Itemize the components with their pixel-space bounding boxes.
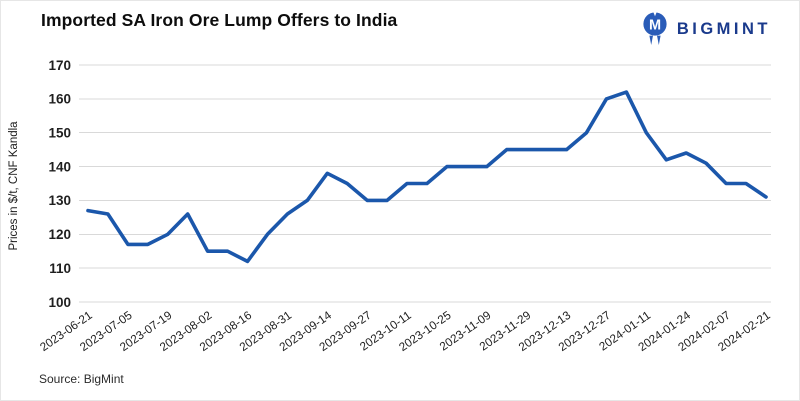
bigmint-logo: M BIGMINT: [640, 11, 771, 47]
y-tick-label: 130: [48, 193, 71, 208]
y-tick-label: 100: [48, 295, 71, 310]
y-tick-label: 160: [48, 92, 71, 107]
y-axis-label: Prices in $/t, CNF Kandla: [8, 121, 20, 251]
y-tick-label: 150: [48, 126, 71, 141]
source-text: Source: BigMint: [39, 372, 124, 386]
y-tick-label: 120: [48, 227, 71, 242]
bigmint-logo-icon: M: [643, 11, 667, 45]
price-line: [86, 90, 768, 264]
bigmint-logo-text: BIGMINT: [676, 19, 771, 38]
y-tick-label: 140: [48, 159, 71, 174]
y-tick-label: 170: [48, 58, 71, 73]
page-title: Imported SA Iron Ore Lump Offers to Indi…: [41, 10, 398, 30]
svg-text:M: M: [649, 18, 661, 34]
y-tick-label: 110: [49, 261, 71, 276]
